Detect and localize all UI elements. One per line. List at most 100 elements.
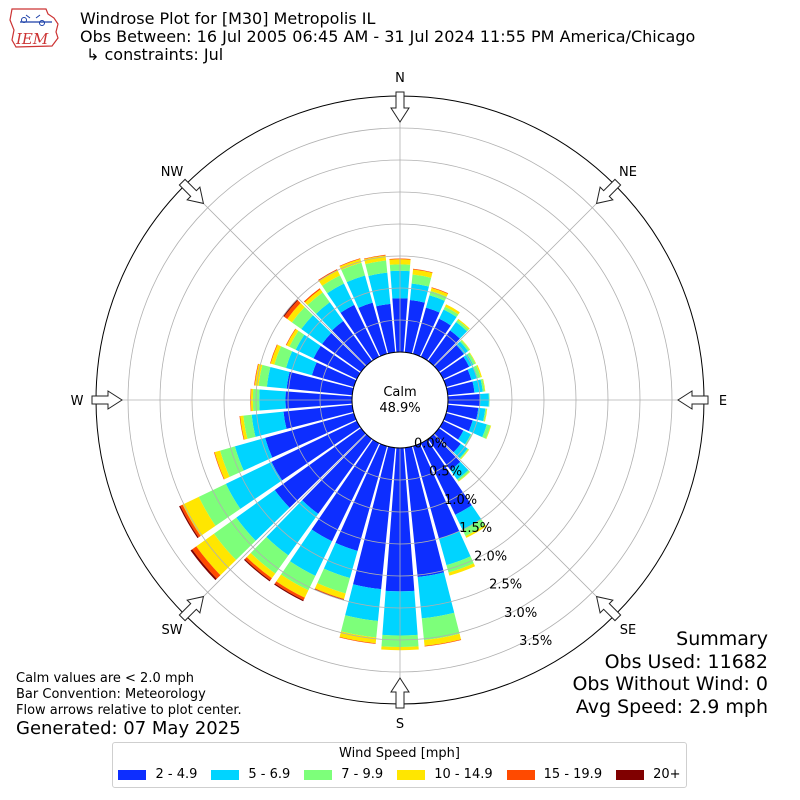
windrose-bar-segment — [482, 424, 491, 439]
windrose-bar-segment — [438, 531, 471, 566]
windrose-bar-segment — [443, 306, 459, 317]
windrose-bar-segment — [446, 404, 479, 420]
radial-tick-label: 3.0% — [504, 606, 537, 621]
windrose-bar-segment — [341, 262, 366, 283]
direction-label-n: N — [395, 71, 405, 86]
calm-note: Calm values are < 2.0 mph — [16, 671, 195, 686]
grid-spoke — [433, 433, 616, 616]
windrose-bar-segment — [457, 470, 470, 482]
windrose-bar-segment — [446, 556, 474, 573]
windrose-bar-segment — [283, 404, 354, 429]
windrose-bar-segment — [412, 269, 433, 278]
windrose-bar-segment — [404, 300, 425, 354]
windrose-bar-segment — [446, 381, 475, 396]
windrose-bar-segment — [363, 254, 386, 260]
bar-convention-note: Bar Convention: Meteorology — [16, 687, 206, 702]
windrose-bar-segment — [250, 536, 289, 574]
windrose-bar-segment — [465, 524, 487, 538]
windrose-bar-segment — [420, 318, 451, 361]
windrose-bar-segment — [244, 558, 271, 582]
windrose-bar-segment — [411, 274, 432, 287]
summary-block: Summary Obs Used: 11682 Obs Without Wind… — [572, 628, 768, 718]
windrose-bar-segment — [225, 461, 283, 509]
radial-tick-label: 3.5% — [519, 634, 552, 649]
legend-swatch — [304, 769, 333, 780]
windrose-bar-segment — [314, 588, 345, 600]
windrose-bar-segment — [274, 346, 293, 368]
windrose-bar-segment — [450, 322, 468, 339]
windrose-bar-segment — [431, 287, 449, 294]
windrose-bar-segment — [345, 584, 382, 621]
legend-items: 2 - 4.9 5 - 6.9 7 - 9.9 10 - 14.9 15 - 19.9 2… — [113, 767, 686, 782]
legend-item: 20+ — [616, 767, 681, 782]
calm-label: Calm — [383, 385, 416, 400]
windrose-bar-segment — [192, 546, 221, 579]
windrose-bar-segment — [339, 258, 361, 267]
windrose-bar-segment — [234, 437, 273, 471]
windrose-bar-segment — [450, 461, 469, 480]
constraints-label: ↳ constraints: Jul — [86, 45, 224, 64]
windrose-bar-segment — [483, 408, 487, 422]
windrose-bar-segment — [443, 369, 472, 388]
flow-arrows-note: Flow arrows relative to plot center. — [16, 703, 242, 718]
windrose-bar-segment — [318, 270, 341, 286]
windrose-bar-segment — [340, 304, 380, 361]
direction-label-w: W — [71, 394, 84, 409]
direction-label-s: S — [396, 717, 404, 732]
calm-value: 48.9% — [379, 401, 420, 416]
windrose-bar-segment — [276, 574, 309, 598]
windrose-bar-segment — [317, 568, 350, 594]
windrose-bar-segment — [284, 300, 301, 319]
legend-label: 20+ — [653, 767, 681, 782]
windrose-bar-segment — [190, 549, 217, 581]
windrose-bar-segment — [458, 430, 471, 445]
windrose-bar-segment — [295, 334, 321, 359]
windrose-bar-segment — [246, 552, 276, 579]
windrose-bar-segment — [421, 612, 460, 641]
windrose-bar-segment — [482, 378, 486, 392]
legend-swatch — [616, 769, 645, 780]
legend-item: 15 - 19.9 — [506, 767, 602, 782]
windrose-bar-segment — [332, 321, 372, 366]
windrose-bar-segment — [430, 287, 448, 297]
windrose-bar-segment — [198, 483, 241, 526]
flow-arrow-icon — [595, 178, 622, 205]
windrose-bar-segment — [456, 341, 469, 355]
windrose-bar-segment — [323, 542, 358, 579]
windrose-bar-segment — [444, 304, 460, 315]
windrose-bar-segment — [335, 443, 388, 551]
windrose-bar-segment — [346, 275, 373, 308]
windrose-bar-segment — [467, 352, 476, 365]
windrose-bar-segment — [266, 366, 290, 389]
windrose-bar-segment — [368, 272, 391, 307]
grid-spoke — [184, 184, 367, 367]
flow-arrow-icon — [178, 178, 205, 205]
windrose-bar-segment — [289, 330, 305, 350]
windrose-bar-segment — [274, 581, 305, 601]
windrose-bar-segment — [409, 283, 429, 303]
windrose-bar-segment — [476, 407, 486, 422]
windrose-bar-segment — [417, 572, 455, 619]
windrose-bar-segment — [307, 292, 330, 314]
legend-label: 7 - 9.9 — [341, 767, 384, 782]
bars-layer — [179, 254, 492, 651]
windrose-bar-segment — [314, 583, 346, 600]
windrose-bar-segment — [439, 420, 464, 440]
windrose-bar-segment — [365, 260, 388, 276]
windrose-bar-segment — [301, 315, 332, 344]
flow-arrow-icon — [595, 595, 622, 622]
legend-swatch — [118, 769, 147, 780]
windrose-bar-segment — [462, 518, 486, 537]
legend-label: 2 - 4.9 — [155, 767, 198, 782]
windrose-bar-segment — [182, 496, 216, 536]
windrose-bar-segment — [244, 557, 272, 581]
windrose-bar-segment — [251, 411, 287, 437]
notes-block: Calm values are < 2.0 mph Bar Convention… — [16, 671, 242, 719]
radial-tick-label: 2.5% — [489, 578, 522, 593]
windrose-bar-segment — [327, 283, 355, 313]
legend-label: 5 - 6.9 — [248, 767, 291, 782]
legend-swatch — [397, 769, 426, 780]
windrose-bar-segment — [180, 504, 201, 538]
windrose-bar-segment — [339, 636, 376, 644]
